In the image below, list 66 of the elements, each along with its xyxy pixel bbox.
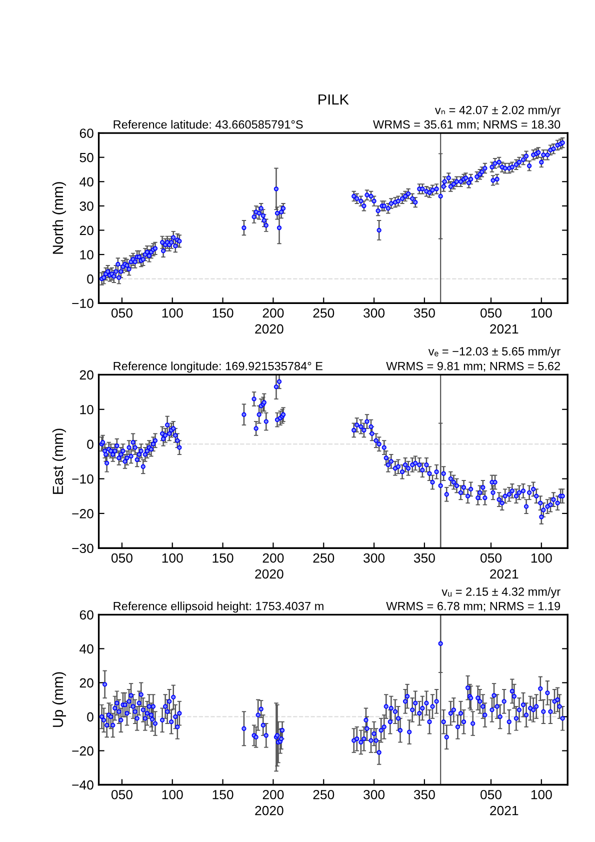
text: WRMS = 6.78 mm; NRMS = 1.19 [386,602,560,612]
x2-tick-label: 2021 [490,324,518,334]
x-tick-label: 300 [364,308,385,318]
x-tick-label: 100 [531,553,552,563]
x-tick-label: 250 [313,308,334,318]
x-tick-label: 150 [212,790,234,800]
y-tick-label: 10 [80,250,94,260]
x2-tick-label: 2021 [490,569,518,579]
y-axis-title: East (mm) [52,428,66,494]
x-tick-label: 300 [364,790,385,800]
chart-subtitle: Reference longitude: 169.921535784° E [114,362,322,373]
chart-subtitle: Reference latitude: 43.660585791°S [114,120,303,129]
y-tick-label: 20 [80,370,94,380]
x2-tick-label: 2020 [255,806,284,816]
y-tick-label: −10 [72,474,94,484]
y-tick-label: 20 [80,226,94,236]
x-tick-label: 050 [111,308,132,318]
x-tick-label: 300 [364,553,385,563]
text: vₙ = 42.07 ± 2.02 mm/yr [434,106,560,117]
x-tick-label: 200 [262,553,284,563]
y-tick-label: 30 [80,201,94,211]
chart-subtitle: Reference ellipsoid height: 1753.4037 m [114,602,324,613]
x-tick-label: 250 [313,553,334,563]
x2-tick-label: 2021 [490,806,518,816]
text: WRMS = 35.61 mm; NRMS = 18.30 [373,120,560,130]
x-tick-label: 350 [414,790,435,800]
y-tick-label: −40 [72,780,94,790]
y-tick-label: 0 [87,274,94,284]
x-tick-label: 050 [111,790,132,800]
y-tick-label: 50 [80,152,94,162]
x2-tick-label: 2020 [255,569,284,579]
chart-title: PILK [318,94,349,104]
x2-tick-label: 2020 [255,324,284,334]
y-axis-title: Up (mm) [52,672,66,727]
x-tick-label: 250 [313,790,334,800]
x-tick-label: 150 [212,553,234,563]
x-tick-label: 100 [162,308,183,318]
y-axis-title: North (mm) [52,182,66,254]
text: vᵤ = 2.15 ± 4.32 mm/yr [442,587,560,598]
x-tick-label: 050 [111,553,132,563]
y-tick-label: 0 [87,712,94,722]
y-tick-label: 40 [80,177,94,187]
x-tick-label: 050 [480,790,502,800]
x-tick-label: 200 [262,308,284,318]
text: WRMS = 9.81 mm; NRMS = 5.62 [386,362,560,372]
y-tick-label: −20 [72,746,94,756]
y-tick-label: 10 [80,404,94,414]
x-tick-label: 350 [414,553,435,563]
x-tick-label: 150 [212,308,234,318]
x-tick-label: 050 [480,553,502,563]
y-tick-label: 40 [80,644,94,654]
x-tick-label: 200 [262,790,284,800]
y-tick-label: −10 [72,298,94,308]
x-tick-label: 050 [480,308,502,318]
x-tick-label: 100 [531,308,552,318]
y-tick-label: 20 [80,678,94,688]
y-tick-label: −20 [72,509,94,518]
y-tick-label: 60 [80,128,94,138]
x-tick-label: 100 [531,790,552,800]
y-tick-label: 0 [87,440,94,449]
y-tick-label: 60 [80,610,94,620]
text: vₑ = −12.03 ± 5.65 mm/yr [428,346,560,358]
x-tick-label: 100 [162,553,183,563]
x-tick-label: 100 [162,790,183,800]
x-tick-label: 350 [414,308,435,318]
y-tick-label: −30 [72,544,94,554]
